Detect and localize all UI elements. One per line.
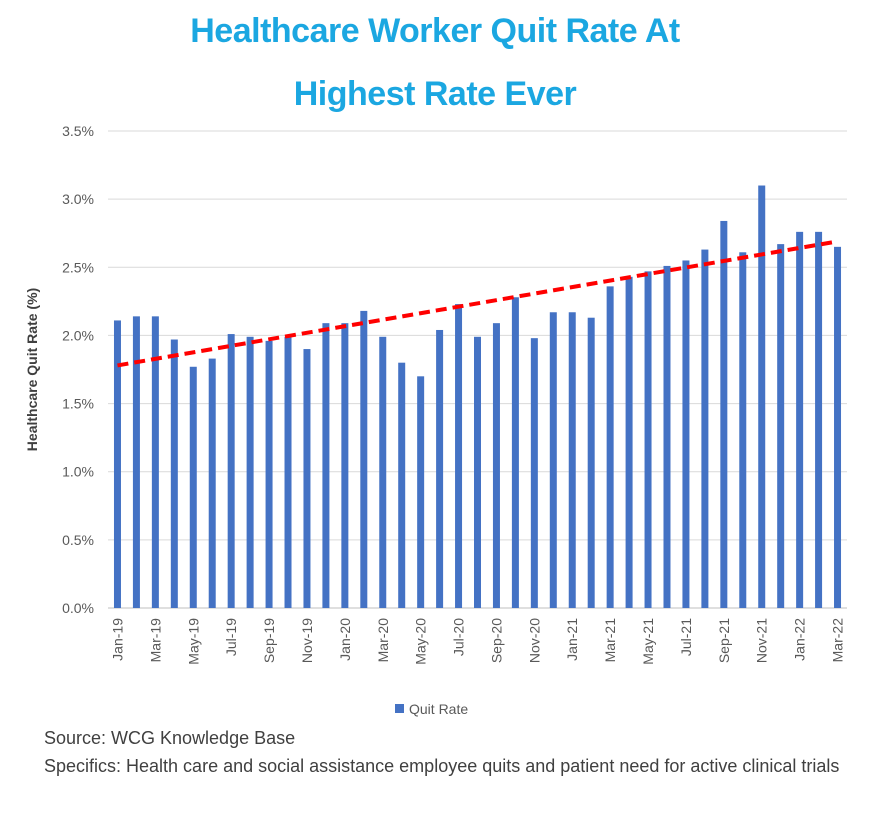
bar	[132, 316, 140, 608]
y-tick-label: 1.5%	[62, 396, 94, 412]
bar	[815, 231, 823, 608]
x-tick-label: Jul-20	[451, 618, 467, 656]
x-tick-label: Jan-22	[792, 618, 808, 661]
bar	[189, 366, 197, 608]
legend-label: Quit Rate	[409, 701, 468, 717]
bar	[568, 312, 576, 608]
bar	[606, 286, 614, 608]
x-tick-label: May-20	[413, 618, 429, 665]
bar	[777, 244, 785, 609]
x-tick-label: Mar-20	[375, 618, 391, 663]
bar	[720, 220, 728, 608]
bar	[113, 320, 121, 608]
trendline	[117, 239, 838, 368]
bar	[284, 336, 292, 608]
bar	[701, 249, 709, 608]
bar	[303, 349, 311, 608]
x-tick-label: May-21	[640, 618, 656, 665]
x-tick-label: Nov-21	[754, 618, 770, 663]
bar	[398, 362, 406, 608]
bar	[417, 376, 425, 608]
bar	[379, 336, 387, 608]
x-tick-label: Jan-20	[337, 618, 353, 661]
bar	[644, 271, 652, 608]
x-tick-label: Mar-19	[147, 618, 163, 663]
x-tick-label: Jan-19	[109, 618, 125, 661]
bar	[739, 252, 747, 608]
x-tick-label: Jul-19	[223, 618, 239, 656]
bar	[227, 334, 235, 608]
bar	[796, 231, 804, 608]
bar	[549, 312, 557, 608]
chart-title-line2: Highest Rate Ever	[293, 75, 577, 113]
bar	[682, 260, 690, 608]
bar	[758, 185, 766, 608]
y-tick-label: 0.0%	[62, 600, 94, 616]
y-tick-label: 1.0%	[62, 464, 94, 480]
x-tick-label: Jan-21	[564, 618, 580, 661]
bar	[474, 336, 481, 608]
bar	[208, 358, 216, 608]
bar	[663, 265, 671, 608]
x-tick-label: Mar-22	[830, 618, 846, 663]
y-axis-label: Healthcare Quit Rate (%)	[24, 288, 40, 451]
y-tick-label: 3.0%	[62, 191, 94, 207]
bar	[530, 338, 538, 608]
x-tick-label: Sep-20	[488, 618, 504, 663]
x-tick-label: Sep-19	[261, 618, 277, 663]
x-tick-label: Sep-21	[716, 618, 732, 663]
bar	[322, 323, 330, 608]
bar	[151, 316, 159, 608]
x-tick-label: May-19	[185, 618, 201, 665]
source-text: Source: WCG Knowledge Base	[44, 728, 296, 748]
bar	[246, 336, 254, 608]
bar	[511, 297, 519, 608]
bar	[265, 340, 273, 608]
chart-title-line1: Healthcare Worker Quit Rate At	[190, 12, 680, 50]
x-tick-label: Mar-21	[602, 618, 618, 663]
y-tick-label: 3.5%	[62, 123, 94, 139]
x-tick-label: Nov-19	[299, 618, 315, 663]
bar	[170, 339, 178, 608]
bar	[625, 276, 633, 608]
y-tick-label: 2.0%	[62, 327, 94, 343]
bar	[834, 246, 842, 609]
bar	[436, 329, 444, 608]
legend-swatch	[395, 704, 404, 713]
bar	[360, 310, 368, 608]
x-tick-label: Nov-20	[526, 618, 542, 663]
bar	[587, 317, 595, 608]
y-tick-label: 2.5%	[62, 259, 94, 275]
bar	[492, 323, 500, 608]
bar-chart: 0.0% 0.5% 1.0% 1.5% 2.0% 2.5% 3.0% 3.5% Jan-19 Ma…	[24, 123, 847, 717]
bar	[341, 323, 349, 608]
y-tick-label: 0.5%	[62, 532, 94, 548]
bar	[455, 304, 463, 608]
x-tick-label: Jul-21	[678, 618, 694, 656]
specifics-text: Specifics: Health care and social assist…	[44, 756, 840, 776]
